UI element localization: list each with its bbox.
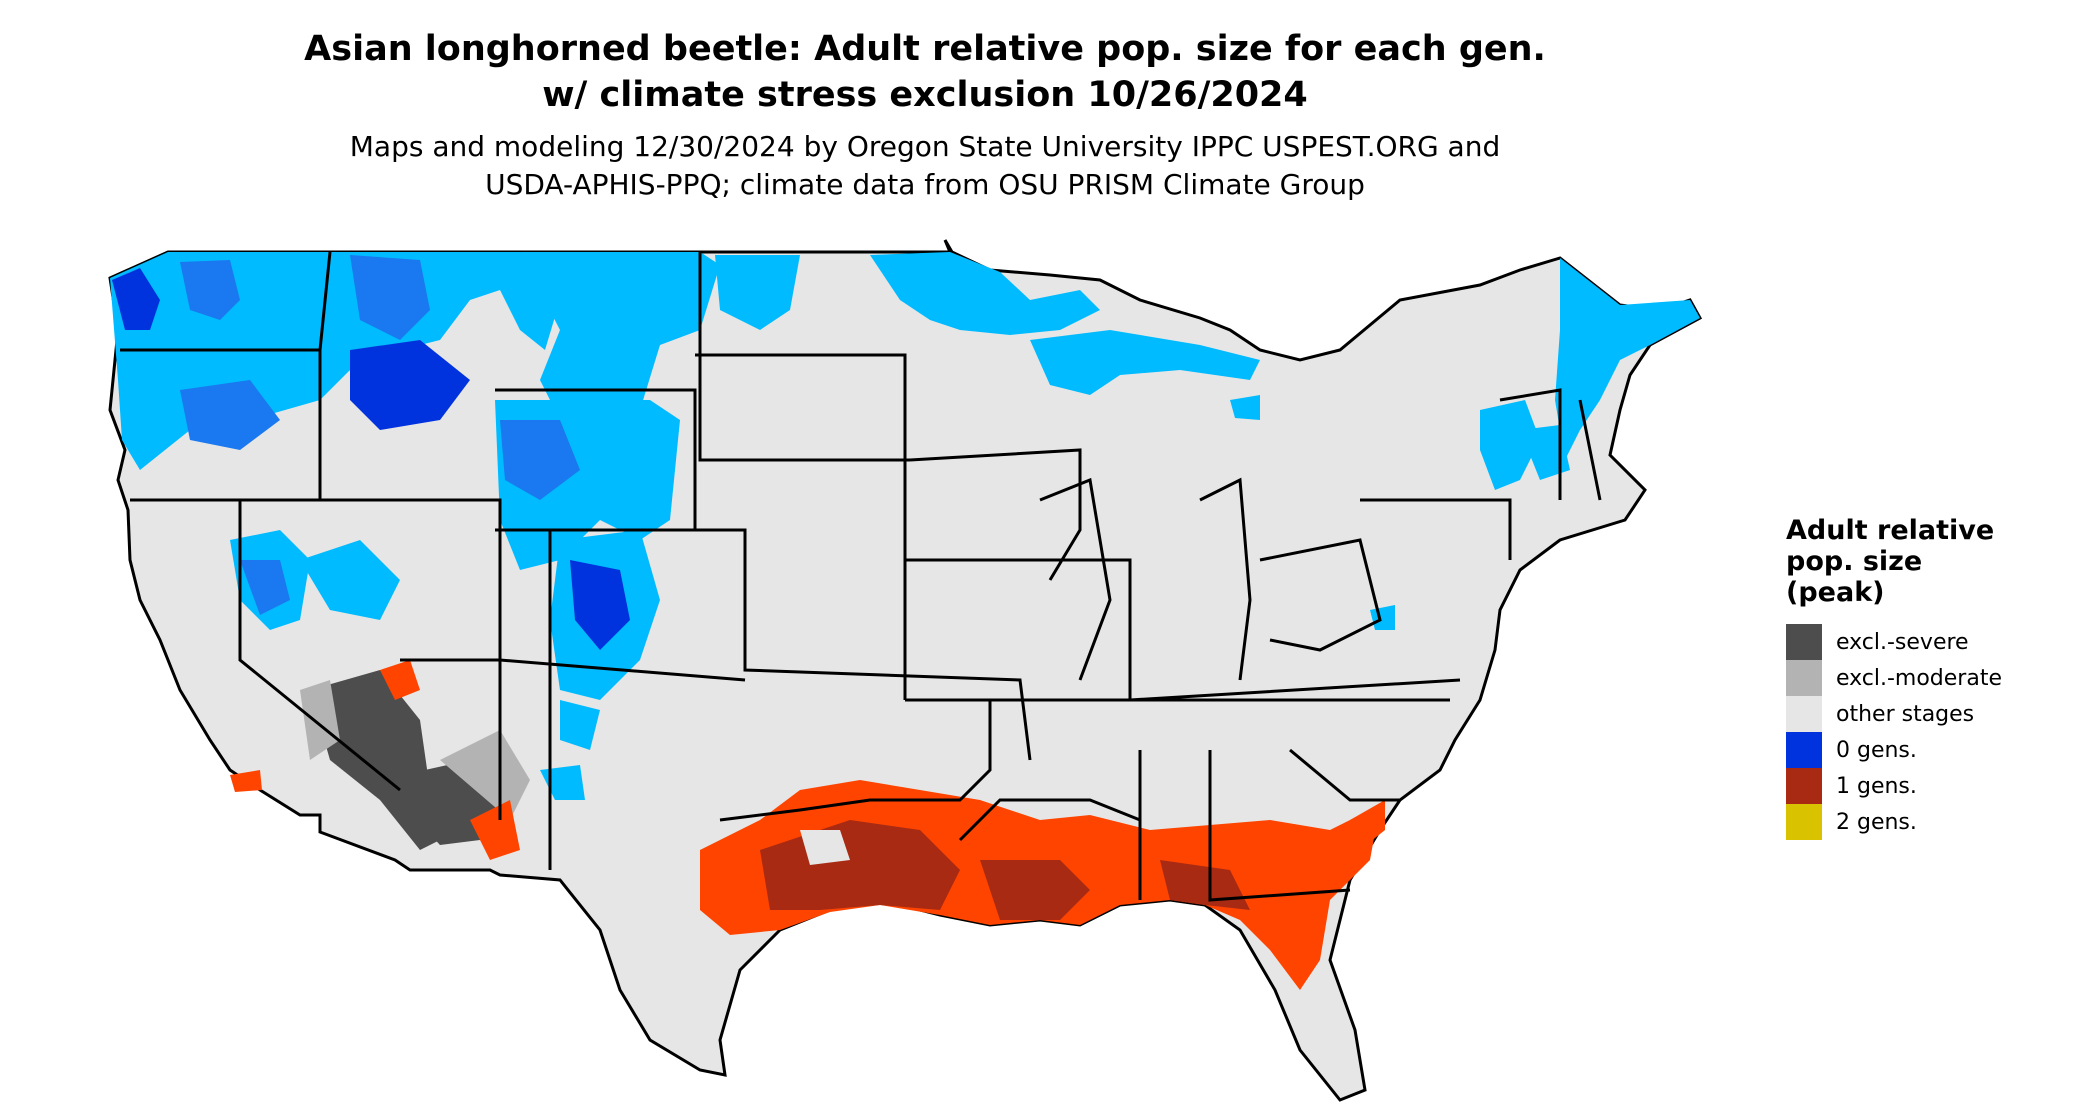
legend-title: Adult relative pop. size (peak) [1786,515,2086,608]
title-line-2: w/ climate stress exclusion 10/26/2024 [542,75,1308,115]
legend-label-1-gens: 1 gens. [1836,773,1917,799]
legend-title-line-2: pop. size [1786,546,1923,577]
zero-gens-dark-regions [112,255,630,650]
legend-label-other-stages: other stages [1836,701,1975,727]
legend-item-1-gens: 1 gens. [1786,768,2086,804]
legend-item-0-gens: 0 gens. [1786,732,2086,768]
subtitle-line-1: Maps and modeling 12/30/2024 by Oregon S… [349,130,1501,163]
swatch-2-gens [1786,804,1822,840]
swatch-other-stages [1786,696,1822,732]
legend-item-excl-severe: excl.-severe [1786,624,2086,660]
exclusion-regions [300,670,530,850]
legend: Adult relative pop. size (peak) excl.-se… [1786,515,2086,840]
legend-title-line-3: (peak) [1786,577,1885,608]
map-title: Asian longhorned beetle: Adult relative … [0,26,1850,118]
map-subtitle: Maps and modeling 12/30/2024 by Oregon S… [0,128,1850,204]
legend-label-excl-moderate: excl.-moderate [1836,665,2002,691]
legend-item-other-stages: other stages [1786,696,2086,732]
legend-label-excl-severe: excl.-severe [1836,629,1969,655]
legend-item-excl-moderate: excl.-moderate [1786,660,2086,696]
swatch-excl-moderate [1786,660,1822,696]
swatch-0-gens [1786,732,1822,768]
subtitle-line-2: USDA-APHIS-PPQ; climate data from OSU PR… [485,168,1365,201]
legend-label-0-gens: 0 gens. [1836,737,1917,763]
state-borders [120,251,1602,902]
legend-items: excl.-severe excl.-moderate other stages… [1786,624,2086,840]
title-line-1: Asian longhorned beetle: Adult relative … [304,29,1546,69]
legend-title-line-1: Adult relative [1786,515,1995,546]
swatch-excl-severe [1786,624,1822,660]
legend-label-2-gens: 2 gens. [1836,809,1917,835]
legend-item-2-gens: 2 gens. [1786,804,2086,840]
swatch-1-gens [1786,768,1822,804]
